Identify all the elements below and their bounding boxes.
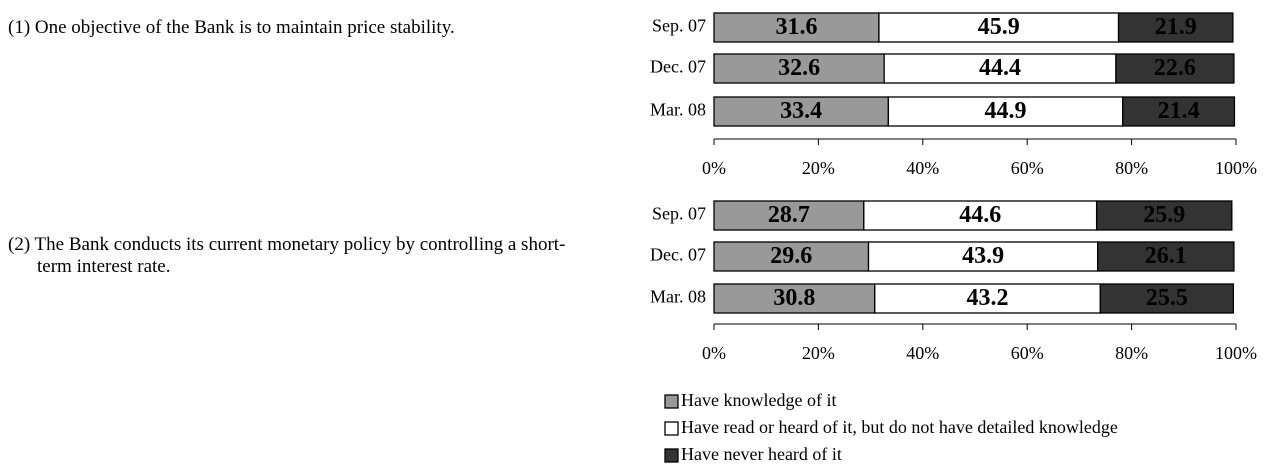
legend-label: Have never heard of it <box>681 444 842 464</box>
bar-segment <box>863 200 1098 231</box>
legend-label: Have read or heard of it, but do not hav… <box>681 417 1118 437</box>
bar-segment <box>713 241 870 272</box>
x-tick-label: 0% <box>702 343 726 363</box>
y-tick-label: Mar. 08 <box>650 287 706 307</box>
bar-segment <box>1122 96 1236 127</box>
bar-segment <box>1095 200 1233 231</box>
bar-segment <box>1099 283 1235 314</box>
data-label: 43.2 <box>967 285 1009 311</box>
x-tick-label: 100% <box>1215 343 1257 363</box>
data-label: 32.6 <box>778 55 820 81</box>
legend-swatch <box>664 448 679 463</box>
data-label: 31.6 <box>775 14 817 40</box>
bar-segment <box>713 283 876 314</box>
data-label: 25.9 <box>1143 202 1185 228</box>
legend-swatch <box>664 421 679 436</box>
question: (1) One objective of the Bank is to main… <box>8 17 455 38</box>
bar-segment <box>883 53 1117 84</box>
x-tick-label: 80% <box>1115 158 1148 178</box>
bar-segment <box>878 12 1120 43</box>
data-label: 44.4 <box>979 55 1021 81</box>
data-label: 26.1 <box>1145 243 1187 269</box>
question: (2) The Bank conducts its current moneta… <box>8 234 566 277</box>
data-label: 43.9 <box>962 243 1004 269</box>
data-label: 21.9 <box>1155 14 1197 40</box>
legend-label: Have knowledge of it <box>681 390 836 410</box>
bar-segment <box>867 241 1099 272</box>
bar-segment <box>713 12 880 43</box>
legend-swatch <box>664 394 679 409</box>
data-label: 29.6 <box>770 243 812 269</box>
x-tick-label: 20% <box>802 158 835 178</box>
data-label: 22.6 <box>1154 55 1196 81</box>
y-tick-label: Dec. 07 <box>650 245 706 265</box>
bar-segment <box>1115 53 1235 84</box>
bar-segment <box>874 283 1101 314</box>
data-label: 21.4 <box>1158 98 1200 124</box>
x-tick-label: 100% <box>1215 158 1257 178</box>
data-label: 45.9 <box>978 14 1020 40</box>
data-label: 25.5 <box>1146 285 1188 311</box>
y-tick-label: Mar. 08 <box>650 100 706 120</box>
y-tick-label: Sep. 07 <box>652 16 706 36</box>
bar-segment <box>1097 241 1235 272</box>
data-label: 28.7 <box>768 202 810 228</box>
x-tick-label: 40% <box>906 343 939 363</box>
bar-segment <box>713 96 889 127</box>
x-tick-label: 80% <box>1115 343 1148 363</box>
x-tick-label: 20% <box>802 343 835 363</box>
data-label: 30.8 <box>773 285 815 311</box>
bar-segment <box>713 200 865 231</box>
x-tick-label: 60% <box>1011 343 1044 363</box>
data-label: 44.9 <box>985 98 1027 124</box>
x-tick-label: 60% <box>1011 158 1044 178</box>
data-label: 44.6 <box>959 202 1001 228</box>
y-tick-label: Sep. 07 <box>652 204 706 224</box>
x-tick-label: 40% <box>906 158 939 178</box>
y-tick-label: Dec. 07 <box>650 57 706 77</box>
bar-segment <box>1117 12 1234 43</box>
x-tick-label: 0% <box>702 158 726 178</box>
data-label: 33.4 <box>780 98 822 124</box>
